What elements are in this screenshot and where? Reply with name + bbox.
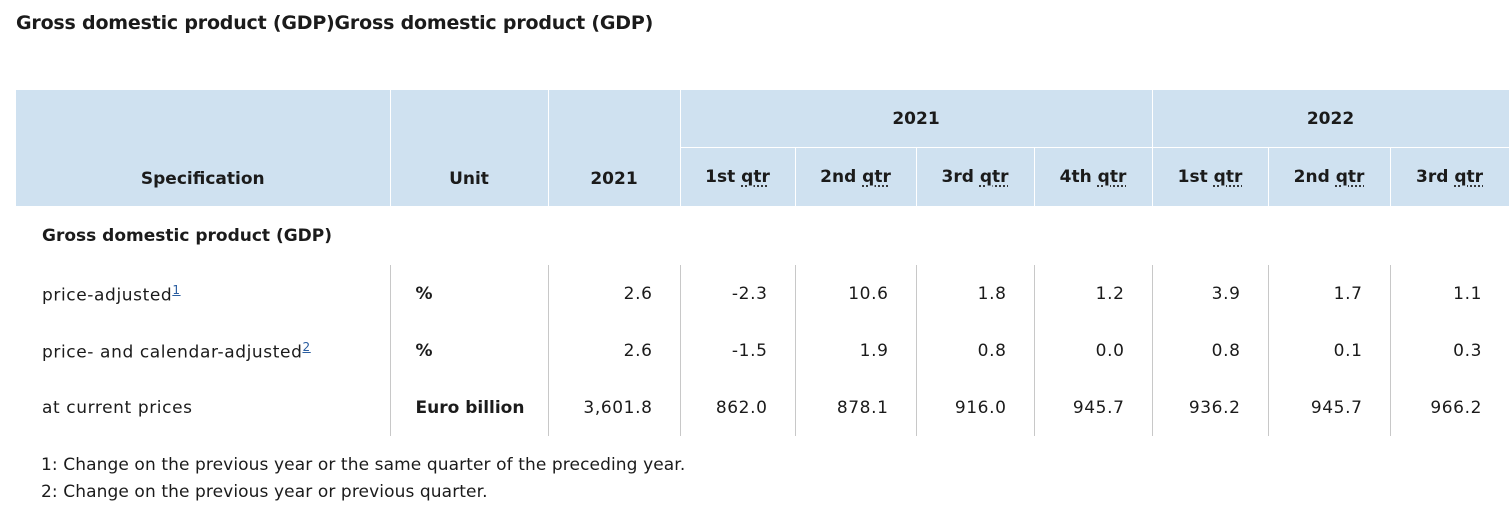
value-cell: 3.9 bbox=[1151, 265, 1269, 322]
group-header: 2022 bbox=[1151, 89, 1510, 148]
quarter-header: 2nd qtr bbox=[1267, 147, 1391, 207]
value-cell: 2.6 bbox=[547, 265, 680, 322]
value-cell: 2.6 bbox=[547, 322, 680, 379]
value-cell: 1.8 bbox=[915, 265, 1034, 322]
value-cell: -2.3 bbox=[679, 265, 795, 322]
column-header: Unit bbox=[389, 89, 549, 207]
value-cell: 878.1 bbox=[794, 379, 916, 436]
quarter-header: 3rd qtr bbox=[915, 147, 1035, 207]
value-cell: 1.2 bbox=[1033, 265, 1153, 322]
column-header: 2021 bbox=[547, 89, 681, 207]
value-cell: 1.1 bbox=[1389, 265, 1510, 322]
quarter-abbr: qtr bbox=[862, 167, 891, 187]
value-cell: 1.7 bbox=[1267, 265, 1391, 322]
value-cell: 862.0 bbox=[679, 379, 795, 436]
footnote: 2: Change on the previous year or previo… bbox=[41, 482, 488, 502]
footnote-link[interactable]: 2 bbox=[302, 339, 311, 354]
quarter-abbr: qtr bbox=[1097, 167, 1127, 187]
data-row: price- and calendar-adjusted2% 2.6 -1.5 1.9… bbox=[16, 322, 1510, 379]
value-cell: 0.8 bbox=[1151, 322, 1269, 379]
value-cell: 0.8 bbox=[915, 322, 1034, 379]
value-cell: 945.7 bbox=[1033, 379, 1153, 436]
quarter-abbr: qtr bbox=[1454, 167, 1484, 187]
quarter-ordinal: 1st bbox=[1177, 167, 1208, 187]
value-cell: 916.0 bbox=[915, 379, 1034, 436]
quarter-abbr: qtr bbox=[979, 167, 1009, 187]
section-row: Gross domestic product (GDP) bbox=[16, 207, 1509, 266]
quarter-abbr: qtr bbox=[741, 167, 770, 187]
row-label-text: price- and calendar-adjusted bbox=[42, 342, 303, 363]
footnote-ref: 1 bbox=[172, 282, 180, 298]
quarter-abbr: qtr bbox=[1335, 167, 1365, 187]
group-header: 2021 bbox=[679, 89, 1153, 148]
quarter-header: 4th qtr bbox=[1033, 147, 1153, 207]
value-cell: 966.2 bbox=[1389, 379, 1510, 436]
quarter-ordinal: 1st bbox=[705, 167, 736, 187]
quarter-ordinal: 2nd bbox=[1293, 167, 1330, 187]
page-title: Gross domestic product (GDP)Gross domest… bbox=[16, 12, 654, 34]
section-label: Gross domestic product (GDP) bbox=[42, 226, 333, 246]
value-cell: -1.5 bbox=[679, 322, 795, 379]
unit: % bbox=[389, 265, 548, 322]
footnotes: 1: Change on the previous year or the sa… bbox=[41, 452, 685, 506]
data-row: price-adjusted1% 2.6 -2.3 10.6 1.8 1.2 3.9 1.7 1… bbox=[16, 265, 1510, 322]
quarter-ordinal: 3rd bbox=[1416, 167, 1449, 187]
value-cell: 1.9 bbox=[794, 322, 916, 379]
value-cell: 0.0 bbox=[1033, 322, 1153, 379]
value-cell: 0.1 bbox=[1267, 322, 1391, 379]
quarter-header: 1st qtr bbox=[1151, 147, 1269, 207]
row-label: price- and calendar-adjusted2 bbox=[16, 322, 390, 379]
value-cell: 936.2 bbox=[1151, 379, 1269, 436]
quarter-ordinal: 4th bbox=[1059, 167, 1092, 187]
unit: % bbox=[389, 322, 548, 379]
data-row: at current prices Euro billion 3,601.8 862.… bbox=[16, 379, 1510, 436]
quarter-ordinal: 3rd bbox=[941, 167, 974, 187]
footnote-ref: 2 bbox=[302, 339, 310, 355]
quarter-header: 2nd qtr bbox=[794, 147, 917, 207]
footnote-link[interactable]: 1 bbox=[172, 282, 181, 297]
quarter-header: 1st qtr bbox=[679, 147, 796, 207]
value-cell: 10.6 bbox=[794, 265, 916, 322]
value-cell: 3,601.8 bbox=[547, 379, 680, 436]
column-header: Specification bbox=[16, 89, 391, 207]
row-label: price-adjusted1 bbox=[16, 265, 390, 322]
gdp-table: Specification Unit 2021 2021 2022 1st qtr 2nd … bbox=[16, 89, 1510, 436]
row-label: at current prices bbox=[16, 379, 390, 436]
value-cell: 945.7 bbox=[1267, 379, 1391, 436]
quarter-abbr: qtr bbox=[1213, 167, 1243, 187]
value-cell: 0.3 bbox=[1389, 322, 1510, 379]
row-label-text: price-adjusted bbox=[42, 285, 173, 306]
quarter-ordinal: 2nd bbox=[820, 167, 857, 187]
row-label-text: at current prices bbox=[42, 397, 193, 418]
footnote: 1: Change on the previous year or the sa… bbox=[41, 455, 686, 475]
unit: Euro billion bbox=[389, 379, 548, 436]
quarter-header: 3rd qtr bbox=[1389, 147, 1510, 207]
